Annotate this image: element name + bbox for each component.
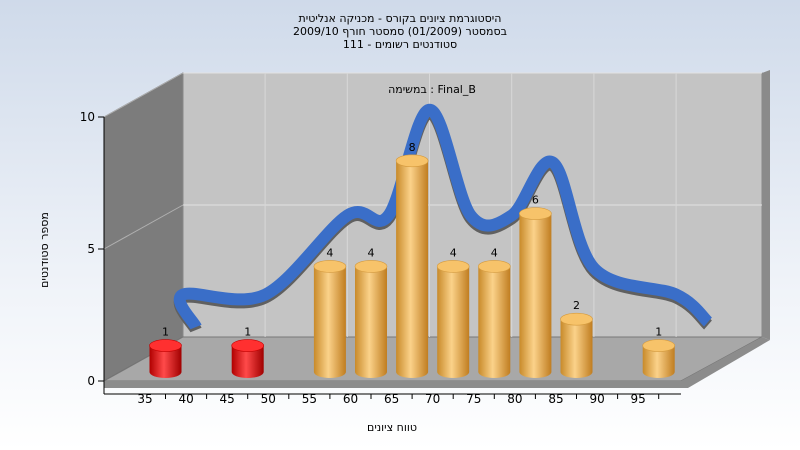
bar-body [437, 266, 470, 378]
chart-title-line-1: היסטוגרמת ציונים בקורס - מכניקה אנליטית [299, 12, 502, 25]
data-label: 1 [655, 326, 662, 339]
x-tick-label: 45 [220, 392, 235, 406]
bar-70: 4 [436, 246, 470, 378]
bar-45: 1 [231, 326, 264, 378]
bar-body [519, 213, 552, 378]
chart-title-line-2: בסמסטר (01/2009) סמסטר חורף 2009/10 [293, 25, 507, 38]
data-label: 1 [244, 326, 251, 339]
bar-body [642, 345, 675, 378]
chart-title-line-3: סטודנטים רשומים - 111 [343, 38, 457, 51]
bar-body [560, 319, 593, 378]
y-tick-label: 10 [80, 110, 95, 124]
gridline-side [103, 204, 184, 250]
bar-top [395, 154, 429, 168]
x-axis-label: טווח ציונים [367, 421, 417, 434]
bar-65: 8 [395, 141, 429, 378]
data-label: 4 [491, 246, 498, 259]
bar-top [519, 207, 552, 220]
bar-35: 1 [149, 326, 182, 378]
trend-curve [173, 103, 713, 331]
data-label: 4 [368, 246, 375, 259]
bar-body [231, 345, 264, 378]
bar-55: 4 [313, 246, 347, 378]
bar-80: 6 [519, 194, 552, 378]
y-axis-label: מספר סטודנטים [38, 212, 51, 288]
x-tick-label: 75 [466, 392, 481, 406]
data-label: 4 [326, 246, 333, 259]
chart-subtitle: במשימה : Final_B [388, 83, 476, 96]
bar-body [313, 266, 346, 378]
x-tick-label: 95 [631, 392, 646, 406]
x-tick-label: 60 [343, 392, 358, 406]
bar-body [396, 160, 429, 378]
x-tick-label: 65 [384, 392, 399, 406]
x-tick-label: 35 [137, 392, 152, 406]
x-tick-label: 50 [261, 392, 276, 406]
bar-top [313, 260, 347, 273]
bar-body [149, 345, 182, 378]
bar-95: 1 [642, 326, 676, 378]
floor-front-edge [104, 381, 681, 388]
x-tick-label: 55 [302, 392, 317, 406]
data-label: 2 [573, 299, 580, 312]
bar-body [478, 266, 511, 378]
right-edge [762, 70, 770, 340]
y-tick-label: 5 [87, 242, 95, 256]
bar-top [354, 260, 388, 273]
data-label: 4 [450, 246, 457, 259]
x-tick-label: 90 [589, 392, 604, 406]
y-tick-label: 0 [87, 374, 95, 388]
floor-right-edge [681, 337, 770, 388]
gridline-side [103, 72, 184, 118]
bar-60: 4 [354, 246, 388, 378]
x-tick-label: 40 [178, 392, 193, 406]
bar-75: 4 [477, 246, 511, 378]
x-tick-label: 80 [507, 392, 522, 406]
bar-top [231, 339, 264, 352]
bar-top [642, 339, 676, 352]
x-tick-label: 70 [425, 392, 440, 406]
bar-top [477, 260, 511, 273]
data-label: 6 [532, 194, 539, 207]
data-label: 8 [409, 141, 416, 154]
bar-top [149, 339, 182, 352]
bar-body [355, 266, 387, 378]
bar-85: 2 [560, 299, 593, 378]
data-label: 1 [162, 326, 169, 339]
bar-top [436, 260, 470, 273]
x-tick-label: 85 [548, 392, 563, 406]
bar-top [560, 312, 593, 326]
